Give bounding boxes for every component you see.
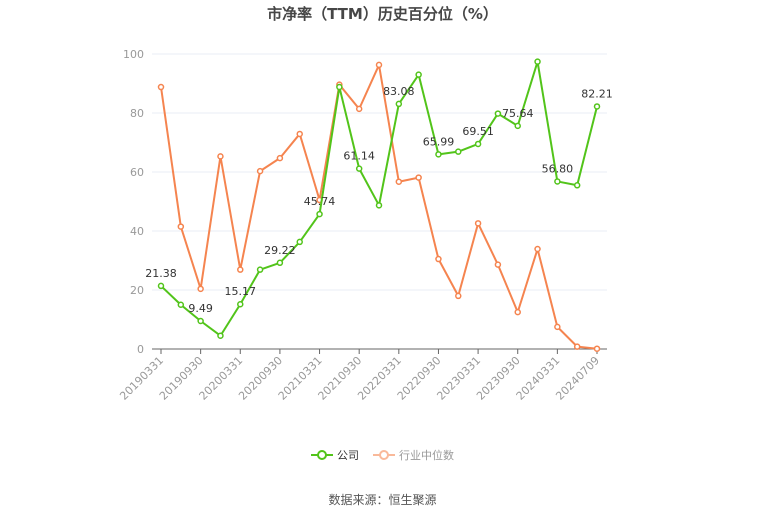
x-axis: 2019033120190930202003312020093020210331…	[117, 348, 607, 403]
data-point[interactable]	[296, 130, 303, 138]
data-point[interactable]	[435, 151, 442, 158]
data-label: 65.99	[423, 135, 455, 148]
y-tick-label: 0	[137, 343, 144, 356]
data-label: 83.08	[383, 85, 415, 98]
data-point[interactable]	[474, 220, 482, 227]
data-point[interactable]	[534, 245, 541, 253]
legend-item-company[interactable]: 公司	[311, 447, 359, 463]
data-point[interactable]	[593, 103, 601, 110]
data-point[interactable]	[455, 148, 462, 155]
data-labels: 21.38 9.49 15.17 29.22 45.74 61.14 83.08 65.99 6…	[145, 85, 613, 315]
data-point[interactable]	[217, 332, 224, 339]
data-point[interactable]	[514, 122, 521, 130]
data-label: 82.21	[581, 87, 613, 100]
data-point[interactable]	[395, 178, 403, 185]
data-point[interactable]	[573, 343, 581, 350]
data-point[interactable]	[256, 266, 264, 273]
legend-item-industry[interactable]: 行业中位数	[373, 447, 454, 463]
data-point[interactable]	[573, 182, 581, 189]
data-label: 15.17	[225, 285, 257, 298]
data-label: 69.51	[462, 125, 494, 138]
data-point[interactable]	[217, 153, 224, 160]
data-point[interactable]	[415, 174, 422, 181]
data-point[interactable]	[276, 259, 284, 267]
legend: 公司 行业中位数	[0, 447, 765, 463]
data-label: 56.80	[542, 162, 574, 175]
data-label: 29.22	[264, 244, 296, 257]
data-source: 数据来源：恒生聚源	[328, 493, 437, 507]
data-point[interactable]	[355, 105, 363, 113]
data-point[interactable]	[237, 300, 244, 308]
line-chart: 0 20 40 60 80 100 201903312019093020200331202…	[117, 48, 613, 403]
y-tick-label: 40	[130, 225, 144, 238]
data-point[interactable]	[554, 178, 561, 185]
legend-label-industry: 行业中位数	[399, 449, 454, 462]
data-point[interactable]	[415, 71, 422, 78]
data-point[interactable]	[375, 61, 383, 69]
data-label: 21.38	[145, 267, 177, 280]
legend-label-company: 公司	[337, 449, 359, 462]
data-point[interactable]	[474, 140, 482, 148]
data-label: 75.64	[502, 107, 534, 120]
data-point[interactable]	[514, 308, 521, 316]
y-tick-label: 80	[130, 107, 144, 120]
x-tick-label: 20240709	[553, 354, 602, 403]
data-point[interactable]	[435, 255, 442, 263]
data-point[interactable]	[197, 285, 204, 293]
y-tick-label: 20	[130, 284, 144, 297]
y-tick-label: 100	[123, 48, 144, 61]
data-point[interactable]	[276, 154, 284, 162]
data-point[interactable]	[375, 202, 383, 209]
series-company[interactable]	[157, 58, 601, 339]
data-point[interactable]	[256, 167, 264, 175]
data-point[interactable]	[494, 110, 502, 117]
data-point[interactable]	[455, 292, 462, 300]
data-point[interactable]	[534, 58, 541, 65]
data-label: 61.14	[343, 150, 375, 163]
data-point[interactable]	[494, 261, 502, 268]
data-point[interactable]	[237, 266, 244, 273]
data-point[interactable]	[316, 210, 323, 218]
data-point[interactable]	[296, 238, 303, 246]
data-label: 45.74	[304, 195, 336, 208]
data-point[interactable]	[157, 282, 165, 290]
legend-line-circle-icon	[373, 450, 395, 460]
data-point[interactable]	[336, 83, 343, 91]
data-point[interactable]	[157, 83, 165, 91]
chart-title: 市净率（TTM）历史百分位（%）	[267, 5, 498, 23]
data-point[interactable]	[355, 165, 363, 172]
data-point[interactable]	[197, 317, 204, 325]
data-point[interactable]	[177, 223, 185, 230]
data-point[interactable]	[554, 323, 561, 331]
y-tick-label: 60	[130, 166, 144, 179]
data-label: 9.49	[188, 302, 213, 315]
y-axis: 0 20 40 60 80 100	[123, 48, 144, 356]
grid-lines	[152, 53, 607, 291]
data-point[interactable]	[395, 100, 403, 108]
legend-line-circle-icon	[311, 450, 333, 460]
data-point[interactable]	[593, 345, 601, 352]
data-point[interactable]	[177, 301, 185, 308]
